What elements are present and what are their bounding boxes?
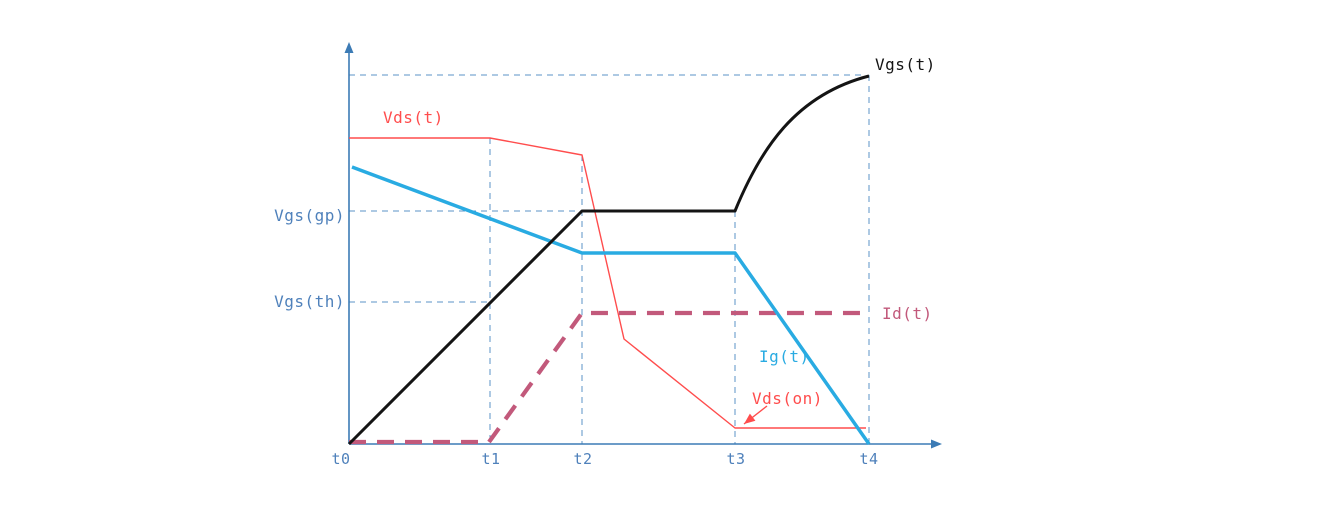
- x-tick-t0: t0: [331, 450, 351, 468]
- x-axis-arrow: [931, 439, 942, 449]
- vds-t-curve-label: Vds(t): [383, 108, 444, 127]
- y-axis-arrow: [344, 42, 354, 53]
- series-idt: [349, 310, 868, 445]
- series-vgst: [347, 74, 870, 446]
- vds-on-annotation-label: Vds(on): [752, 389, 823, 408]
- id-t-curve-label: Id(t): [882, 304, 933, 323]
- x-tick-t1: t1: [481, 450, 501, 468]
- series-vdst: [349, 137, 866, 429]
- vgs-th-level-label: Vgs(th): [274, 292, 345, 311]
- x-tick-t2: t2: [573, 450, 593, 468]
- vds-on-arrow-head: [744, 413, 756, 424]
- x-tick-t3: t3: [726, 450, 746, 468]
- vgs-gp-level-label: Vgs(gp): [274, 206, 345, 225]
- ig-t-curve-label: Ig(t): [759, 347, 810, 366]
- series-igt: [351, 165, 871, 446]
- vgs-t-curve-label: Vgs(t): [875, 55, 936, 74]
- x-tick-t4: t4: [859, 450, 879, 468]
